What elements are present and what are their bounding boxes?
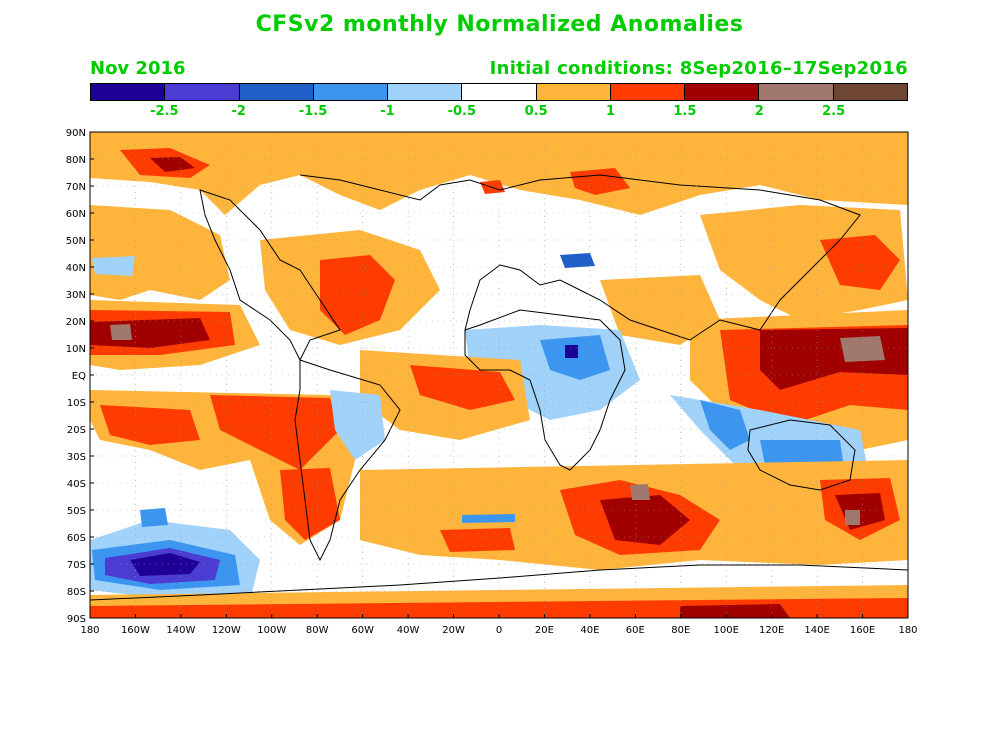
latitude-tick-label: 10N xyxy=(66,344,86,355)
anomaly-region xyxy=(140,508,168,527)
map-field xyxy=(90,132,908,618)
anomaly-region xyxy=(560,253,595,268)
colorbar-swatch xyxy=(462,84,537,100)
latitude-tick-label: 60S xyxy=(67,533,86,544)
latitude-tick-label: EQ xyxy=(72,371,86,382)
longitude-axis: 180 160W 140W 120W 100W 80W 60W 40W 20W 0 20E 40E 60… xyxy=(80,614,918,636)
colorbar-swatch xyxy=(313,84,389,100)
anomaly-region xyxy=(570,168,630,195)
anomaly-region xyxy=(410,365,515,410)
colorbar-swatch xyxy=(610,84,686,100)
latitude-tick-label: 20N xyxy=(66,317,86,328)
longitude-tick-label: 140E xyxy=(804,625,829,636)
initial-conditions-label: Initial conditions: 8Sep2016–17Sep2016 xyxy=(489,58,908,79)
colorbar-tick-label: 1.5 xyxy=(673,104,697,119)
colorbar-swatch xyxy=(536,84,611,100)
longitude-tick-label: 60E xyxy=(626,625,645,636)
latitude-tick-label: 30N xyxy=(66,290,86,301)
latitude-tick-label: 80S xyxy=(67,587,86,598)
anomaly-region xyxy=(565,345,578,358)
colorbar-swatch xyxy=(388,84,463,100)
colorbar-tick-label: -1.5 xyxy=(298,104,328,119)
coastlines xyxy=(90,174,908,601)
longitude-tick-label: 180 xyxy=(80,625,99,636)
colorbar-tick-label: 2.5 xyxy=(822,104,846,119)
colorbar-swatch xyxy=(239,84,314,100)
anomaly-region xyxy=(110,324,132,340)
colorbar-swatch xyxy=(759,84,834,100)
colorbar-tick-label: -1 xyxy=(380,104,395,119)
valid-month-label: Nov 2016 xyxy=(90,58,186,79)
color-scale-labels: -2.5 -2 -1.5 -1 -0.5 0.5 1 1.5 2 2.5 xyxy=(90,104,908,120)
colorbar-tick-label: -2.5 xyxy=(150,104,179,119)
longitude-tick-label: 120E xyxy=(759,625,784,636)
anomaly-region xyxy=(130,553,200,576)
anomaly-region xyxy=(820,235,900,290)
longitude-tick-label: 60W xyxy=(351,625,374,636)
colorbar-swatch xyxy=(91,84,166,100)
latitude-axis: 90N 80N 70N 60N 50N 40N 30N 20N 10N EQ 10S 20S 30S 40… xyxy=(66,128,94,625)
anomaly-region xyxy=(330,390,385,460)
anomaly-region xyxy=(700,205,908,320)
colorbar-tick-label: -0.5 xyxy=(447,104,477,119)
anomaly-region xyxy=(150,157,195,172)
anomaly-region xyxy=(845,510,860,525)
anomaly-region xyxy=(92,256,135,276)
longitude-tick-label: 160W xyxy=(121,625,150,636)
longitude-tick-label: 100E xyxy=(714,625,739,636)
anomaly-region xyxy=(280,468,340,540)
anomaly-region xyxy=(680,604,790,618)
latitude-tick-label: 50S xyxy=(67,506,86,517)
anomaly-region xyxy=(90,205,230,300)
latitude-tick-label: 70N xyxy=(66,182,86,193)
latitude-tick-label: 40N xyxy=(66,263,86,274)
longitude-tick-label: 180 xyxy=(898,625,917,636)
colorbar-tick-label: 2 xyxy=(754,104,764,119)
longitude-tick-label: 100W xyxy=(257,625,286,636)
latitude-tick-label: 30S xyxy=(67,452,86,463)
latitude-tick-label: 80N xyxy=(66,155,86,166)
latitude-tick-label: 50N xyxy=(66,236,86,247)
longitude-tick-label: 120W xyxy=(212,625,241,636)
latitude-tick-label: 40S xyxy=(67,479,86,490)
anomaly-region xyxy=(440,528,515,552)
longitude-tick-label: 140W xyxy=(166,625,195,636)
anomaly-region xyxy=(700,400,750,450)
latitude-tick-label: 90N xyxy=(66,128,86,139)
color-scale-bar xyxy=(90,83,908,101)
colorbar-swatch xyxy=(165,84,240,100)
latitude-tick-label: 70S xyxy=(67,560,86,571)
colorbar-tick-label: 1 xyxy=(606,104,616,119)
longitude-tick-label: 40E xyxy=(580,625,599,636)
longitude-tick-label: 20E xyxy=(535,625,554,636)
colorbar-swatch xyxy=(833,84,907,100)
latitude-tick-label: 10S xyxy=(67,398,86,409)
latitude-tick-label: 90S xyxy=(67,614,86,625)
colorbar-swatch xyxy=(685,84,760,100)
anomaly-region xyxy=(100,405,200,445)
anomaly-region xyxy=(462,514,515,523)
longitude-tick-label: 160E xyxy=(850,625,875,636)
longitude-tick-label: 0 xyxy=(496,625,502,636)
chart-title: CFSv2 monthly Normalized Anomalies xyxy=(255,12,744,37)
latitude-tick-label: 20S xyxy=(67,425,86,436)
colorbar-tick-label: 0.5 xyxy=(524,104,548,119)
anomaly-region xyxy=(600,495,690,545)
colorbar-tick-label: -2 xyxy=(231,104,246,119)
longitude-tick-label: 80E xyxy=(671,625,690,636)
longitude-tick-label: 80W xyxy=(306,625,329,636)
grid-lines xyxy=(90,132,908,618)
anomaly-region xyxy=(90,132,908,215)
latitude-tick-label: 60N xyxy=(66,209,86,220)
anomaly-region xyxy=(630,484,650,500)
anomaly-region xyxy=(210,395,340,470)
longitude-tick-label: 20W xyxy=(442,625,465,636)
longitude-tick-label: 40W xyxy=(397,625,420,636)
anomaly-region xyxy=(320,255,395,335)
